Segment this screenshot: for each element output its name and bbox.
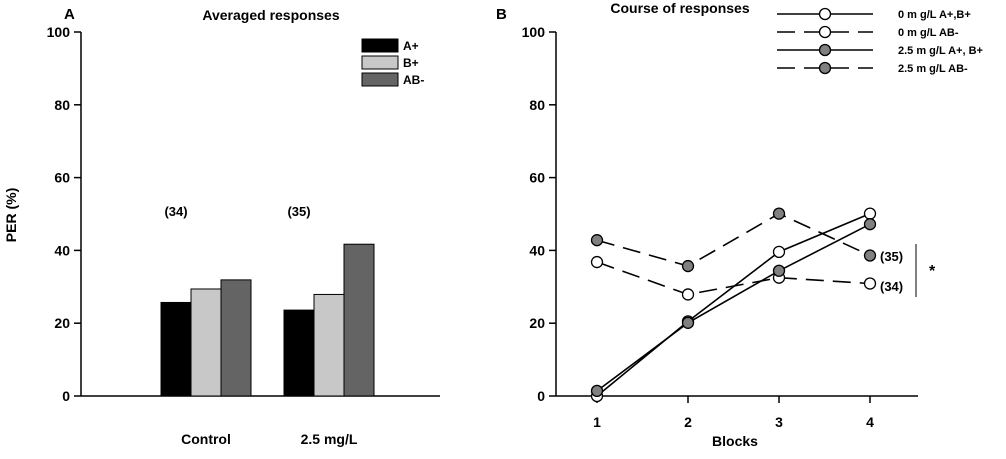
panel-a-ytick-label: 20 [54,315,70,331]
panel-b-legend-marker [818,7,832,21]
panel-b-data-point [772,207,786,220]
panel-a-title: Averaged responses [202,7,339,23]
panel-b-series-line [596,212,871,267]
panel-a-n-annotation: (35) [287,204,310,219]
panel-a-ylabel: PER (%) [3,188,19,242]
panel-b-data-point [681,259,695,273]
panel-b-data-point [681,316,695,329]
panel-b-data-point [863,207,877,220]
panel-b-data-point [863,277,877,290]
panel-b-data-point [772,264,786,277]
panel-a-legend-label: A+ [403,39,419,53]
panel-a-legend-label: AB- [403,73,424,87]
panel-a-legend-label: B+ [403,56,419,70]
panel-b-legend-label: 2.5 m g/L AB- [898,63,968,75]
panel-b-data-point [681,288,695,301]
panel-b-series-line [596,261,871,296]
panel-a-legend-swatch [361,38,399,53]
panel-b-xlabel: Blocks [712,433,758,449]
panel-b-xtick-label: 1 [593,414,601,430]
panel-b-series-line [596,212,871,397]
panel-b-data-point [590,384,604,398]
panel-b-legend-marker [818,43,832,57]
panel-a-bar [283,309,315,397]
panel-a-category-label: 2.5 mg/L [301,431,358,447]
panel-b-n-annotation: (35) [880,249,903,264]
panel-b-title: Course of responses [610,0,749,16]
panel-b-legend-label: 0 m g/L A+,B+ [898,9,971,21]
panel-b-data-point [863,249,877,262]
panel-b-data-point [863,218,877,231]
panel-a-ytick-label: 80 [54,97,70,113]
panel-b-legend-label: 0 m g/L AB- [898,27,959,39]
panel-b-ytick-label: 100 [522,24,546,40]
panel-b-ytick-label: 0 [537,388,545,404]
panel-b-significance-star: * [929,263,936,280]
panel-a-n-annotation: (34) [164,204,187,219]
panel-a-legend-swatch [361,55,399,70]
panel-b-legend-label: 2.5 m g/L A+, B+ [898,45,983,57]
panel-a-ytick-label: 60 [54,170,70,186]
panel-a-letter: A [64,6,75,23]
panel-a-bar [220,279,252,397]
panel-b-ytick-label: 40 [529,242,545,258]
panel-a-category-label: Control [181,431,231,447]
panel-b-legend-marker [818,25,832,39]
panel-b-data-point [590,234,604,247]
panel-a-ytick-label: 40 [54,242,70,258]
panel-b-ytick-label: 60 [529,170,545,186]
panel-b-xtick-label: 2 [684,414,692,430]
panel-b-chart: 0 20 40 60 80 100 1 2 3 4 (35) (34) * 0 m g/L A+,B+ 0 … [522,7,983,430]
panel-a-bar [343,243,375,397]
panel-b-ytick-label: 80 [529,97,545,113]
panel-b-data-point [590,255,604,269]
panel-a-bar [160,301,192,397]
panel-b-xtick-label: 4 [866,414,874,430]
panel-b-n-annotation: (34) [880,279,903,294]
panel-b-ytick-label: 20 [529,315,545,331]
panel-a-bar [313,293,345,397]
panel-b-xtick-label: 3 [775,414,783,430]
panel-a-ytick-label: 0 [62,388,70,404]
panel-b-legend-marker [818,61,832,75]
panel-b-series-line [596,223,871,392]
panel-a-legend-swatch [361,72,399,87]
panel-a-ytick-label: 100 [47,24,71,40]
panel-a-bar [190,288,222,397]
panel-b-letter: B [496,6,507,23]
panel-a-chart: 0 20 40 60 80 100 Control (34) 2.5 mg/L (35) A+ B+ A… [47,24,440,447]
panel-b-data-point [772,245,786,259]
